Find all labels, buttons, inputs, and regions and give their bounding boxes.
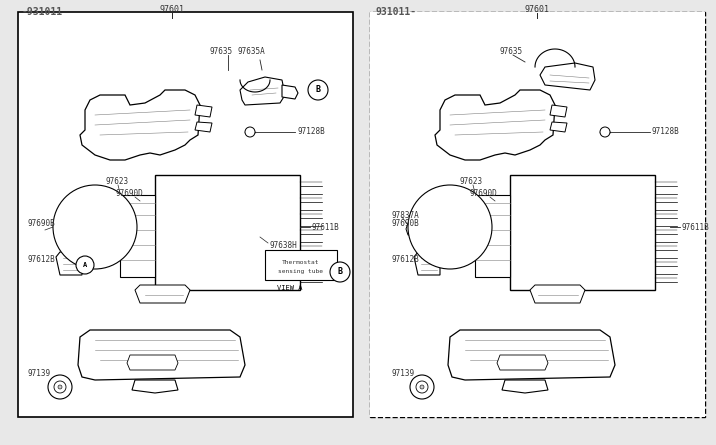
Text: 97611B: 97611B xyxy=(682,222,710,231)
Text: 97601: 97601 xyxy=(160,4,185,13)
Text: 97635: 97635 xyxy=(210,48,233,57)
Polygon shape xyxy=(430,223,460,240)
Polygon shape xyxy=(56,252,82,275)
Text: 97623: 97623 xyxy=(460,178,483,186)
Polygon shape xyxy=(282,85,298,99)
Text: 97601: 97601 xyxy=(525,4,549,13)
Circle shape xyxy=(54,381,66,393)
Circle shape xyxy=(76,256,94,274)
Polygon shape xyxy=(530,285,585,303)
Polygon shape xyxy=(127,355,178,370)
Polygon shape xyxy=(78,330,245,380)
Text: 97139: 97139 xyxy=(28,368,51,377)
Bar xyxy=(265,250,337,280)
Circle shape xyxy=(58,385,62,389)
Text: 97690D: 97690D xyxy=(470,189,498,198)
Text: VIEW A: VIEW A xyxy=(277,285,303,291)
Text: 97690B: 97690B xyxy=(28,218,56,227)
Circle shape xyxy=(410,375,434,399)
Circle shape xyxy=(48,375,72,399)
Text: B: B xyxy=(337,267,342,276)
Text: 97635A: 97635A xyxy=(238,48,266,57)
Bar xyxy=(370,12,705,417)
Text: 97139: 97139 xyxy=(392,368,415,377)
Text: 97623: 97623 xyxy=(105,178,128,186)
Text: 97128B: 97128B xyxy=(297,128,325,137)
Polygon shape xyxy=(550,122,567,132)
Text: -931011: -931011 xyxy=(22,7,63,17)
Circle shape xyxy=(330,262,350,282)
Polygon shape xyxy=(414,252,440,275)
Polygon shape xyxy=(497,355,548,370)
Polygon shape xyxy=(195,122,212,132)
Circle shape xyxy=(245,127,255,137)
Polygon shape xyxy=(80,90,200,160)
Polygon shape xyxy=(448,330,615,380)
Polygon shape xyxy=(406,223,427,237)
Text: 97690B: 97690B xyxy=(392,218,420,227)
Bar xyxy=(18,12,353,417)
Polygon shape xyxy=(540,63,595,90)
Circle shape xyxy=(308,80,328,100)
Text: 97837A: 97837A xyxy=(392,210,420,219)
Polygon shape xyxy=(132,380,178,393)
Polygon shape xyxy=(195,105,212,117)
Text: 97612B: 97612B xyxy=(28,255,56,264)
Text: 931011-: 931011- xyxy=(375,7,416,17)
Circle shape xyxy=(53,185,137,269)
Bar xyxy=(510,175,655,290)
Bar xyxy=(155,175,300,290)
Text: 97612B: 97612B xyxy=(392,255,420,264)
Polygon shape xyxy=(435,90,555,160)
Circle shape xyxy=(600,127,610,137)
Text: A: A xyxy=(83,262,87,268)
Bar xyxy=(18,12,353,417)
Text: 97611B: 97611B xyxy=(312,222,340,231)
Circle shape xyxy=(416,381,428,393)
Polygon shape xyxy=(135,285,190,303)
Polygon shape xyxy=(240,77,285,105)
Text: 97635: 97635 xyxy=(500,48,523,57)
Polygon shape xyxy=(120,195,155,277)
Text: 97690D: 97690D xyxy=(115,189,142,198)
Text: sensing tube: sensing tube xyxy=(279,268,324,274)
Circle shape xyxy=(408,185,492,269)
Polygon shape xyxy=(75,223,105,240)
Bar xyxy=(370,12,705,417)
Text: B: B xyxy=(316,85,321,94)
Text: 97128B: 97128B xyxy=(652,128,679,137)
Polygon shape xyxy=(475,195,510,277)
Polygon shape xyxy=(502,380,548,393)
Text: 97638H: 97638H xyxy=(270,240,298,250)
Text: Thermostat: Thermostat xyxy=(282,259,320,264)
Polygon shape xyxy=(550,105,567,117)
Circle shape xyxy=(420,385,424,389)
